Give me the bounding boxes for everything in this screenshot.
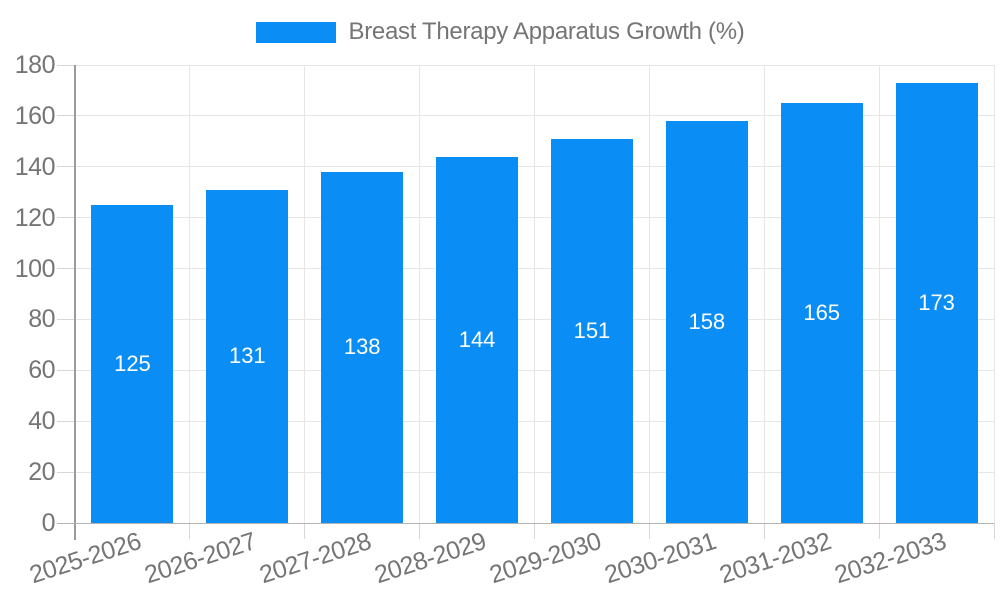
gridline-vertical bbox=[304, 65, 306, 523]
x-axis-tick bbox=[189, 523, 191, 539]
x-axis-tick bbox=[534, 523, 535, 539]
bar[interactable] bbox=[206, 189, 289, 523]
y-axis-tick-label: 80 bbox=[28, 305, 55, 334]
gridline-vertical bbox=[419, 65, 421, 523]
x-axis-tick bbox=[993, 523, 995, 539]
bar-value-label: 173 bbox=[918, 289, 955, 315]
legend: Breast Therapy Apparatus Growth (%) bbox=[0, 18, 1000, 46]
y-axis-tick bbox=[57, 268, 75, 270]
bar[interactable] bbox=[550, 138, 633, 523]
y-axis-tick-label: 0 bbox=[41, 509, 56, 537]
bar-value-label: 151 bbox=[573, 317, 611, 343]
y-axis-tick-label: 180 bbox=[14, 51, 56, 79]
y-axis-tick bbox=[57, 115, 75, 117]
bar[interactable] bbox=[91, 204, 174, 523]
gridline-vertical bbox=[648, 65, 650, 523]
y-axis-tick bbox=[57, 166, 75, 168]
y-axis-tick-label: 100 bbox=[14, 254, 56, 283]
y-axis-tick bbox=[57, 471, 75, 473]
gridline-vertical bbox=[878, 65, 880, 523]
bar-value-label: 144 bbox=[458, 326, 496, 352]
y-axis-tick-label: 20 bbox=[28, 458, 55, 487]
y-axis-tick bbox=[57, 369, 75, 371]
y-axis-tick-label: 60 bbox=[28, 356, 55, 385]
bar-value-label: 131 bbox=[228, 343, 266, 369]
gridline-vertical bbox=[534, 65, 535, 523]
y-axis-tick-label: 140 bbox=[14, 152, 56, 181]
y-axis-tick-label: 120 bbox=[14, 203, 56, 232]
bar[interactable] bbox=[665, 120, 748, 523]
gridline-vertical bbox=[763, 65, 765, 523]
y-axis-tick-label: 40 bbox=[28, 407, 55, 436]
bar[interactable] bbox=[436, 156, 519, 523]
bar[interactable] bbox=[895, 82, 978, 523]
y-axis-tick bbox=[57, 420, 75, 422]
y-axis-tick-label: 160 bbox=[14, 101, 56, 130]
gridline-vertical bbox=[993, 65, 995, 523]
y-axis-tick bbox=[57, 217, 75, 219]
y-axis-tick bbox=[57, 64, 75, 66]
x-axis-tick bbox=[304, 523, 306, 539]
legend-label: Breast Therapy Apparatus Growth (%) bbox=[348, 18, 745, 45]
y-axis-line bbox=[74, 65, 76, 540]
x-axis-tick bbox=[763, 523, 765, 539]
bar[interactable] bbox=[321, 171, 404, 523]
y-axis-tick bbox=[57, 318, 75, 320]
bar-value-label: 125 bbox=[114, 350, 151, 376]
bar-value-label: 138 bbox=[343, 334, 381, 360]
legend-swatch bbox=[255, 21, 336, 43]
bar[interactable] bbox=[780, 103, 863, 523]
x-axis-tick bbox=[419, 523, 421, 539]
gridline-vertical bbox=[189, 65, 191, 523]
x-axis-baseline bbox=[57, 522, 994, 524]
bar-value-label: 165 bbox=[803, 300, 841, 326]
bar-value-label: 158 bbox=[688, 308, 726, 334]
x-axis-tick bbox=[648, 523, 650, 539]
x-axis-tick bbox=[878, 523, 880, 539]
